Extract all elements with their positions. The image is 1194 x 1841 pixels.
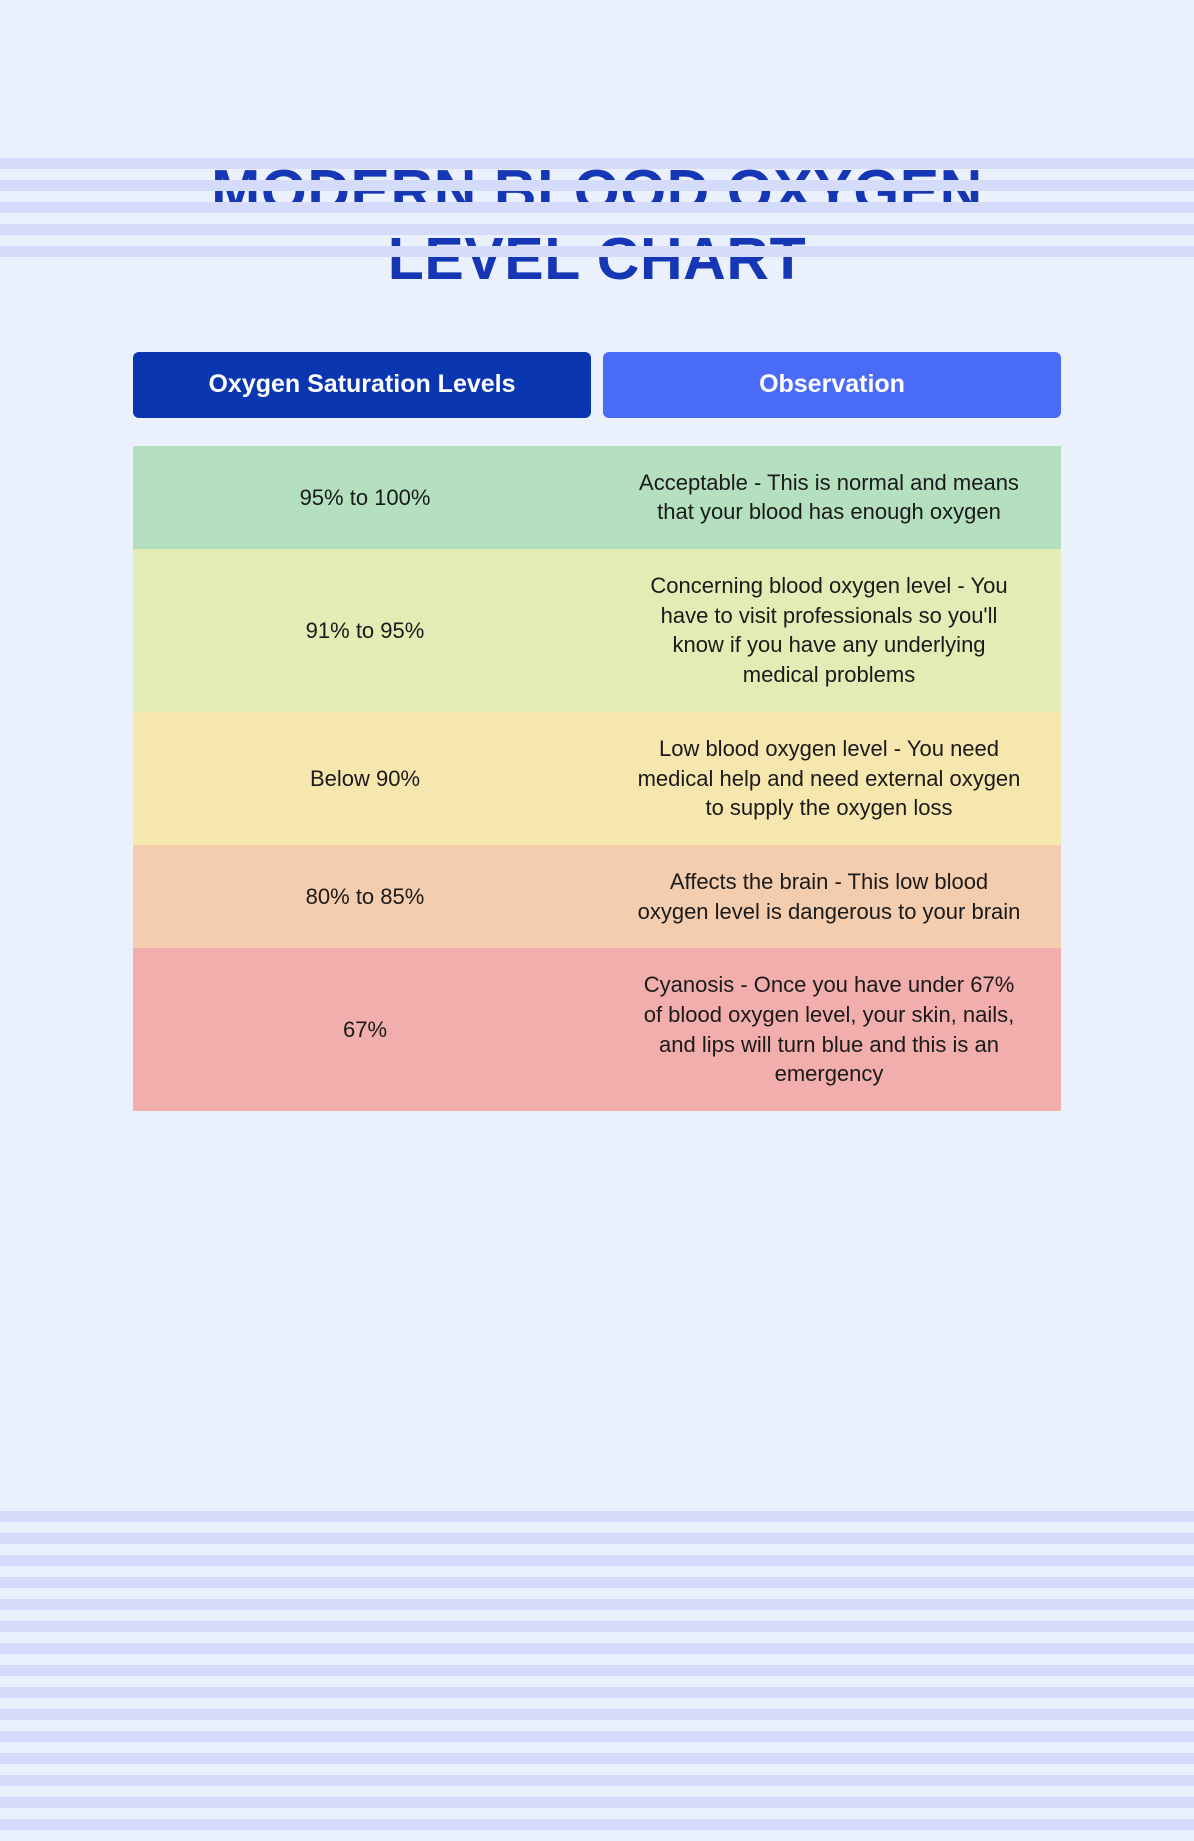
observation-cell: Cyanosis - Once you have under 67% of bl… — [597, 948, 1061, 1111]
header-oxygen-levels: Oxygen Saturation Levels — [133, 352, 591, 418]
level-cell: 91% to 95% — [133, 549, 597, 712]
table-body: 95% to 100%Acceptable - This is normal a… — [133, 446, 1061, 1111]
oxygen-table: Oxygen Saturation Levels Observation 95%… — [133, 352, 1061, 1111]
top-stripes — [0, 158, 1194, 268]
observation-cell: Affects the brain - This low blood oxyge… — [597, 845, 1061, 948]
header-observation: Observation — [603, 352, 1061, 418]
stripe — [0, 1511, 1194, 1522]
stripe — [0, 1643, 1194, 1654]
bottom-stripes — [0, 1511, 1194, 1841]
stripe — [0, 1621, 1194, 1632]
stripe — [0, 1731, 1194, 1742]
level-cell: 95% to 100% — [133, 446, 597, 549]
level-cell: Below 90% — [133, 712, 597, 845]
stripe — [0, 246, 1194, 257]
stripe — [0, 158, 1194, 169]
observation-cell: Concerning blood oxygen level - You have… — [597, 549, 1061, 712]
stripe — [0, 1797, 1194, 1808]
stripe — [0, 1599, 1194, 1610]
table-row: 91% to 95%Concerning blood oxygen level … — [133, 549, 1061, 712]
table-row: 80% to 85%Affects the brain - This low b… — [133, 845, 1061, 948]
stripe — [0, 1555, 1194, 1566]
stripe — [0, 1775, 1194, 1786]
stripe — [0, 1577, 1194, 1588]
table-header-row: Oxygen Saturation Levels Observation — [133, 352, 1061, 418]
observation-cell: Acceptable - This is normal and means th… — [597, 446, 1061, 549]
table-row: 95% to 100%Acceptable - This is normal a… — [133, 446, 1061, 549]
level-cell: 80% to 85% — [133, 845, 597, 948]
stripe — [0, 1533, 1194, 1544]
stripe — [0, 1709, 1194, 1720]
stripe — [0, 224, 1194, 235]
stripe — [0, 180, 1194, 191]
stripe — [0, 1687, 1194, 1698]
observation-cell: Low blood oxygen level - You need medica… — [597, 712, 1061, 845]
table-row: 67%Cyanosis - Once you have under 67% of… — [133, 948, 1061, 1111]
level-cell: 67% — [133, 948, 597, 1111]
stripe — [0, 1753, 1194, 1764]
stripe — [0, 202, 1194, 213]
table-row: Below 90%Low blood oxygen level - You ne… — [133, 712, 1061, 845]
stripe — [0, 1665, 1194, 1676]
stripe — [0, 1819, 1194, 1830]
